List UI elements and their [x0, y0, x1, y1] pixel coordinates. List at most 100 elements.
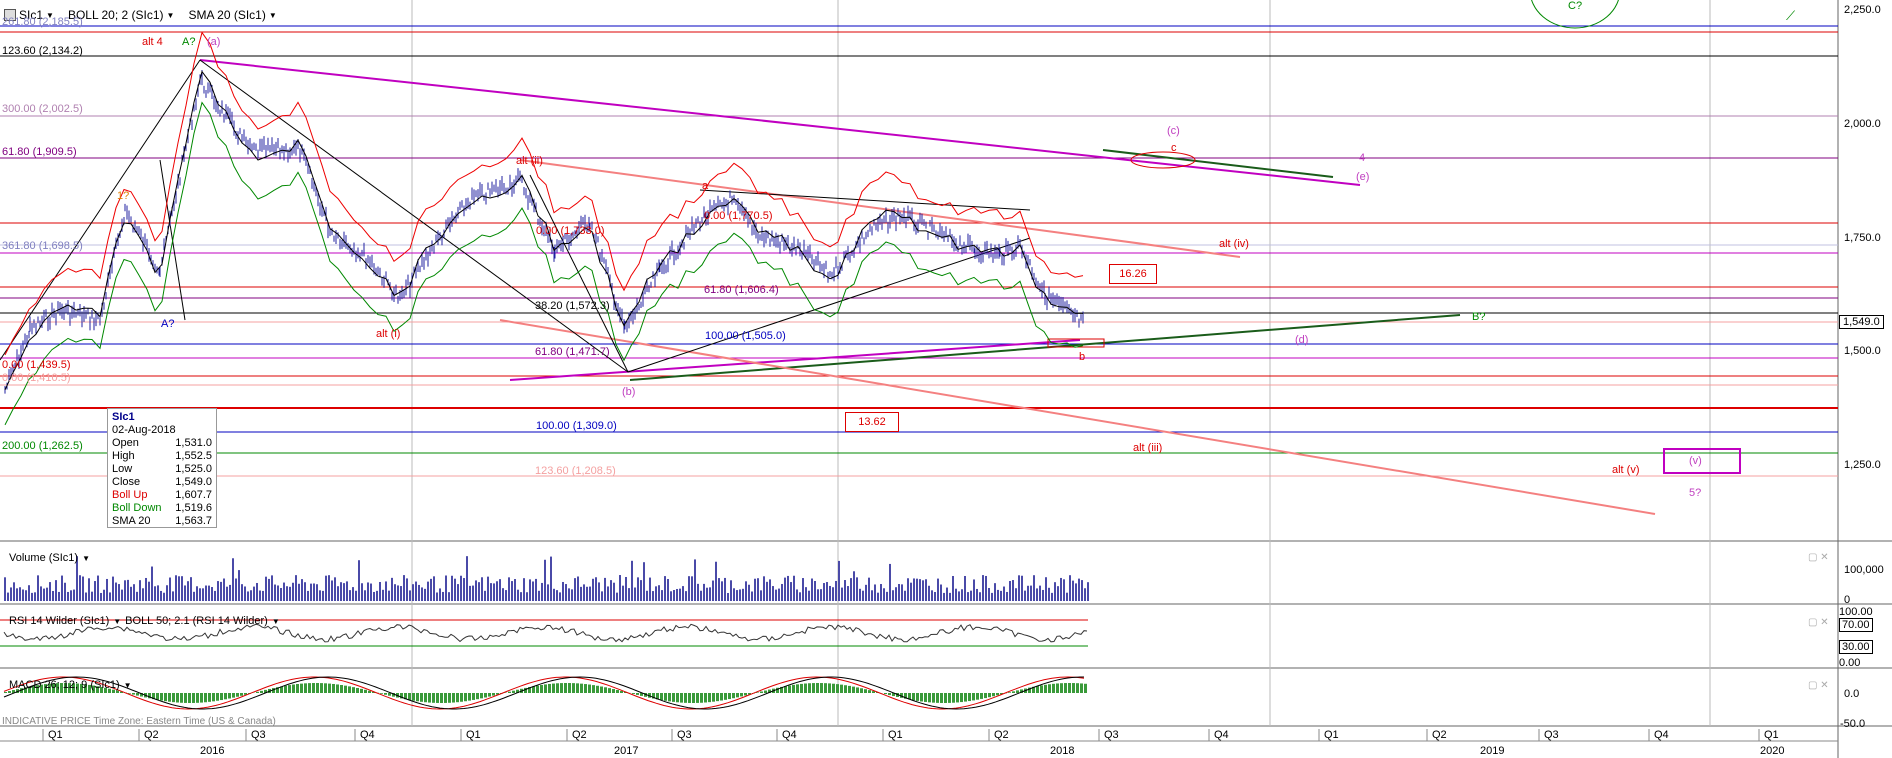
trend-line — [1102, 149, 1334, 178]
macd-hist-bar — [316, 683, 319, 693]
infobox-value: 1,607.7 — [175, 489, 212, 501]
volume-bar — [1033, 575, 1035, 601]
macd-panel-header[interactable]: MACD 26; 12; 9 (SIc1) ▼ — [9, 679, 132, 691]
quarter-tick: Q1 — [466, 729, 481, 741]
volume-bar — [589, 586, 591, 601]
macd-hist-bar — [288, 685, 291, 693]
boll-indicator[interactable]: BOLL 20; 2 (SIc1) ▼ — [68, 8, 175, 22]
volume-bar — [679, 588, 681, 601]
volume-bar — [556, 590, 558, 601]
wave-label: 1? — [117, 190, 130, 202]
volume-bar — [979, 592, 981, 601]
volume-bar — [376, 590, 378, 601]
infobox-value: 1,525.0 — [175, 463, 212, 475]
macd-hist-bar — [1052, 683, 1055, 693]
macd-hist-bar — [736, 693, 739, 698]
chevron-down-icon: ▼ — [268, 10, 277, 20]
trend-tool-icon[interactable]: ⟋ — [1786, 8, 1796, 23]
macd-hist-bar — [116, 690, 119, 693]
macd-hist-bar — [160, 693, 163, 701]
volume-bar — [1063, 579, 1065, 601]
macd-hist-bar — [1008, 692, 1011, 693]
macd-hist-bar — [540, 684, 543, 693]
volume-bar — [787, 575, 789, 601]
volume-bar — [754, 578, 756, 601]
volume-bar — [211, 587, 213, 601]
macd-hist-bar — [64, 683, 67, 693]
macd-hist-bar — [184, 693, 187, 703]
volume-bar — [151, 566, 153, 601]
volume-bar — [166, 585, 168, 601]
macd-hist-bar — [272, 688, 275, 693]
macd-hist-bar — [356, 687, 359, 693]
volume-bar — [343, 583, 345, 601]
sma-indicator[interactable]: SMA 20 (SIc1) ▼ — [188, 8, 276, 22]
volume-bar — [301, 579, 303, 601]
volume-bar — [352, 587, 354, 601]
trend-line — [519, 159, 1241, 258]
macd-hist-bar — [192, 693, 195, 703]
fib-label: 0.00 (1,770.5) — [704, 210, 773, 222]
infobox-key: Low — [112, 463, 133, 475]
macd-hist-bar — [452, 693, 455, 703]
macd-hist-bar — [1056, 683, 1059, 693]
volume-bar — [790, 582, 792, 601]
volume-bar — [964, 575, 966, 601]
volume-bar — [796, 589, 798, 601]
panel-restore-icon[interactable]: ▢ ✕ — [1808, 680, 1829, 691]
macd-hist-bar — [448, 693, 451, 703]
macd-hist-bar — [372, 691, 375, 693]
volume-bar — [523, 578, 525, 601]
volume-bar — [526, 592, 528, 601]
macd-hist-bar — [612, 689, 615, 693]
volume-bar — [817, 589, 819, 601]
macd-hist-bar — [300, 683, 303, 693]
macd-hist-bar — [388, 693, 391, 696]
macd-hist-bar — [44, 684, 47, 693]
chevron-down-icon: ▼ — [123, 680, 132, 690]
macd-hist-bar — [660, 693, 663, 701]
volume-bar — [247, 591, 249, 601]
trend-line — [199, 59, 1361, 186]
volume-bar — [304, 582, 306, 601]
wave-label: A? — [161, 318, 175, 330]
symbol-selector[interactable]: SIc1 ▼ — [4, 8, 54, 22]
volume-bar — [85, 592, 87, 601]
panel-restore-icon[interactable]: ▢ ✕ — [1808, 617, 1829, 628]
wave-label: (d) — [1295, 334, 1309, 346]
boll-down-line — [4, 101, 1084, 426]
volume-bar — [316, 584, 318, 601]
macd-hist-bar — [232, 693, 235, 698]
macd-hist-bar — [760, 691, 763, 693]
volume-bar — [289, 586, 291, 601]
volume-bar — [130, 586, 132, 601]
macd-hist-bar — [956, 693, 959, 703]
volume-bar — [562, 581, 564, 601]
volume-bar — [319, 590, 321, 601]
volume-bar — [325, 575, 327, 601]
volume-bar — [424, 588, 426, 601]
macd-hist-bar — [808, 683, 811, 693]
volume-bar — [97, 575, 99, 601]
panel-restore-icon[interactable]: ▢ ✕ — [1808, 552, 1829, 563]
volume-bar — [169, 577, 171, 601]
volume-bar — [853, 571, 855, 601]
macd-hist-bar — [852, 686, 855, 693]
volume-bar — [469, 585, 471, 601]
volume-bar — [190, 577, 192, 601]
wave-label: alt (i) — [376, 328, 401, 340]
infobox-key: Boll Down — [112, 502, 162, 514]
volume-bar — [973, 579, 975, 601]
volume-bar — [943, 592, 945, 601]
volume-bar — [610, 580, 612, 601]
volume-bar — [1081, 580, 1083, 601]
infobox-row: High 1,552.5 — [112, 450, 212, 463]
volume-bar — [235, 578, 237, 601]
volume-bar — [916, 578, 918, 601]
volume-panel-header[interactable]: Volume (SIc1) ▼ — [9, 552, 90, 564]
volume-bar — [622, 585, 624, 601]
volume-bar — [991, 592, 993, 601]
volume-bar — [940, 584, 942, 601]
volume-bar — [493, 583, 495, 601]
rsi-panel-header[interactable]: RSI 14 Wilder (SIc1) ▼ BOLL 50; 2.1 (RSI… — [9, 615, 280, 627]
